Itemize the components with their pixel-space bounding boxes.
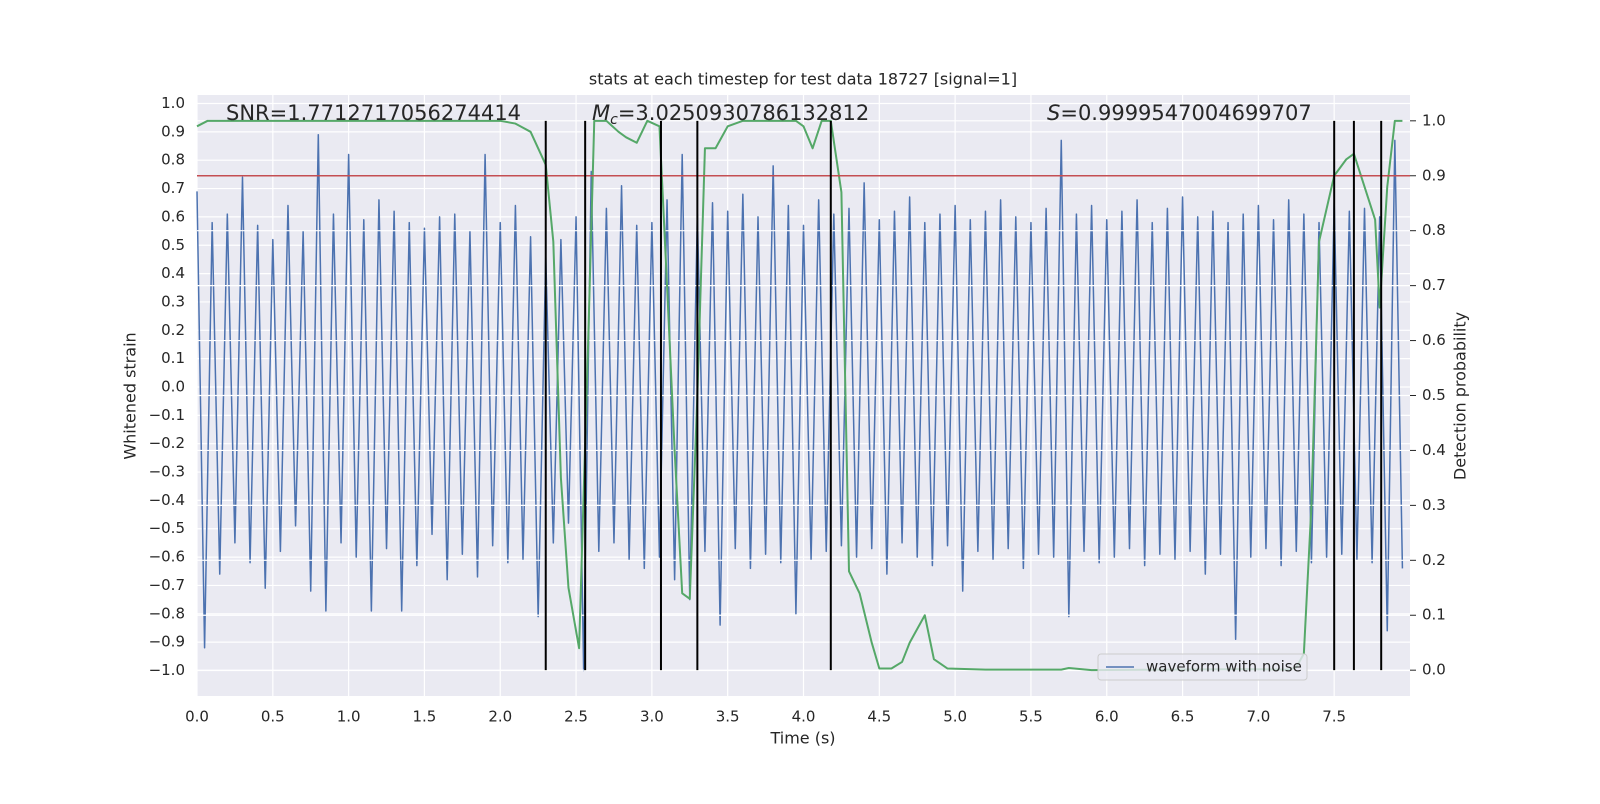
y-tick-label: 0.2 (161, 321, 185, 339)
annotation: SNR=1.7712717056274414 (226, 101, 521, 125)
y-tick-label: −0.3 (149, 463, 185, 481)
x-tick-label: 2.0 (488, 708, 512, 726)
y2-tick-label: 0.6 (1422, 331, 1446, 349)
y2-tick-label: 0.8 (1422, 221, 1446, 239)
annotation-text: SNR=1.7712717056274414 (226, 101, 521, 125)
annotation: Mc=3.0250930786132812 (592, 101, 869, 128)
x-tick-label: 2.5 (564, 708, 588, 726)
x-tick-label: 4.0 (792, 708, 816, 726)
legend-box (1097, 653, 1308, 681)
y-tick-label: −0.7 (149, 576, 185, 594)
y2-axis-label: Detection probability (1451, 312, 1470, 480)
x-tick-label: 7.5 (1322, 708, 1346, 726)
annotation: S=0.9999547004699707 (1047, 101, 1312, 125)
x-tick-label: 3.0 (640, 708, 664, 726)
y-tick-label: −0.9 (149, 633, 185, 651)
x-tick-label: 1.0 (337, 708, 361, 726)
y2-tick-label: 0.5 (1422, 386, 1446, 404)
y-tick-label: 0.6 (161, 207, 185, 225)
x-tick-label: 5.5 (1019, 708, 1043, 726)
y-tick-label: 0.7 (161, 179, 185, 197)
x-tick-label: 3.5 (716, 708, 740, 726)
y-tick-label: −1.0 (149, 661, 185, 679)
x-tick-label: 6.5 (1171, 708, 1195, 726)
y-tick-label: 0.0 (161, 377, 185, 395)
y2-tick-label: 0.1 (1422, 606, 1446, 624)
y2-tick-label: 0.7 (1422, 276, 1446, 294)
annotation-symbol: M (592, 101, 610, 125)
y-axis-label: Whitened strain (121, 332, 140, 459)
x-tick-label: 0.0 (185, 708, 209, 726)
y2-tick-label: 0.3 (1422, 496, 1446, 514)
y-tick-label: −0.4 (149, 491, 185, 509)
y-tick-label: 0.9 (161, 122, 185, 140)
series-line (196, 119, 1403, 672)
annotation-symbol: S (1047, 101, 1060, 125)
y-tick-label: 1.0 (161, 94, 185, 112)
x-tick-label: 1.5 (413, 708, 437, 726)
y-tick-label: −0.5 (149, 519, 185, 537)
chart-title: stats at each timestep for test data 187… (589, 70, 1017, 89)
y2-tick-label: 0.4 (1422, 441, 1446, 459)
annotation-text: =0.9999547004699707 (1060, 101, 1311, 125)
annotation-subscript: c (610, 112, 618, 128)
x-tick-label: 4.5 (867, 708, 891, 726)
y-tick-label: −0.1 (149, 406, 185, 424)
x-tick-label: 7.0 (1246, 708, 1270, 726)
annotation-text: =3.0250930786132812 (618, 101, 869, 125)
y2-tick-label: 0.9 (1422, 166, 1446, 184)
y-tick-label: 0.1 (161, 349, 185, 367)
y-tick-label: 0.3 (161, 292, 185, 310)
y-tick-label: −0.2 (149, 434, 185, 452)
x-tick-label: 0.5 (261, 708, 285, 726)
x-tick-label: 6.0 (1095, 708, 1119, 726)
y2-tick-label: 0.2 (1422, 551, 1446, 569)
x-axis-label: Time (s) (769, 729, 835, 748)
y-tick-label: −0.6 (149, 548, 185, 566)
y-tick-label: 0.5 (161, 236, 185, 254)
y2-tick-label: 0.0 (1422, 661, 1446, 679)
y-tick-label: −0.8 (149, 604, 185, 622)
legend-label: waveform with noise (1146, 658, 1302, 676)
x-tick-label: 5.0 (943, 708, 967, 726)
y-tick-label: 0.8 (161, 151, 185, 169)
y2-tick-label: 1.0 (1422, 111, 1446, 129)
y-tick-label: 0.4 (161, 264, 185, 282)
